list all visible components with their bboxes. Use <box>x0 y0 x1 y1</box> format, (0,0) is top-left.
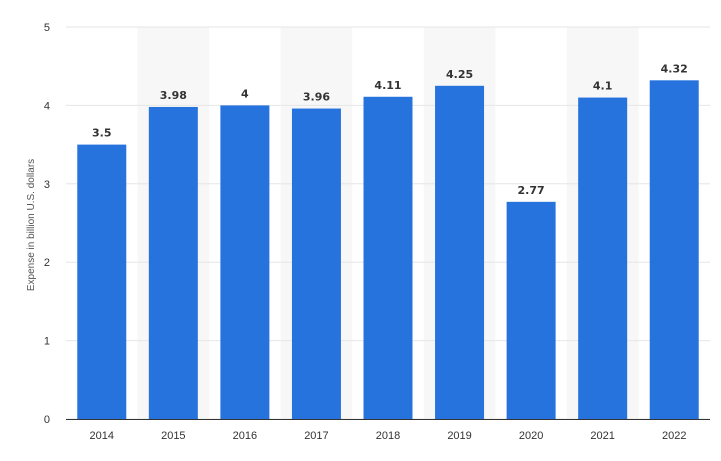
x-tick-label-2017: 2017 <box>304 430 328 442</box>
bar-2014 <box>77 144 127 419</box>
x-tick-label-2015: 2015 <box>161 430 185 442</box>
bar-2017 <box>291 108 341 419</box>
x-tick-label-2019: 2019 <box>447 430 471 442</box>
bar-2020 <box>506 201 556 419</box>
y-tick-label: 1 <box>44 336 50 348</box>
value-label-2019: 4.25 <box>446 68 473 81</box>
value-label-2022: 4.32 <box>661 62 688 75</box>
bar-2015 <box>148 106 198 419</box>
y-tick-label: 5 <box>44 22 50 34</box>
value-label-2020: 2.77 <box>518 184 545 197</box>
bar-2022 <box>649 80 699 419</box>
y-tick-label: 0 <box>44 414 50 426</box>
value-labels: 3.5 3.98 4 3.96 4.11 4.25 2.77 4.1 4.32 <box>92 62 688 197</box>
value-label-2015: 3.98 <box>160 89 187 102</box>
bar-2016 <box>220 105 270 420</box>
y-tick-label: 4 <box>44 100 50 112</box>
value-label-2016: 4 <box>241 87 249 100</box>
y-axis-ticks: 0 1 2 3 4 5 <box>44 22 50 426</box>
x-tick-label-2021: 2021 <box>590 430 614 442</box>
x-tick-label-2014: 2014 <box>90 430 114 442</box>
bar-2018 <box>363 96 413 419</box>
x-tick-label-2018: 2018 <box>376 430 400 442</box>
x-axis-ticks: 2014 2015 2016 2017 2018 2019 2020 2021 2022 <box>90 430 687 442</box>
bar-2019 <box>435 85 485 420</box>
value-label-2017: 3.96 <box>303 91 330 104</box>
value-label-2014: 3.5 <box>92 127 112 140</box>
y-axis-title: Expense in billion U.S. dollars <box>26 159 37 291</box>
y-tick-label: 3 <box>44 179 50 191</box>
y-tick-label: 2 <box>44 257 50 269</box>
bar-2021 <box>578 97 628 419</box>
x-tick-label-2022: 2022 <box>662 430 686 442</box>
x-tick-label-2020: 2020 <box>519 430 543 442</box>
value-label-2021: 4.1 <box>593 80 613 93</box>
bars <box>77 80 699 420</box>
value-label-2018: 4.11 <box>374 79 401 92</box>
x-tick-label-2016: 2016 <box>233 430 257 442</box>
